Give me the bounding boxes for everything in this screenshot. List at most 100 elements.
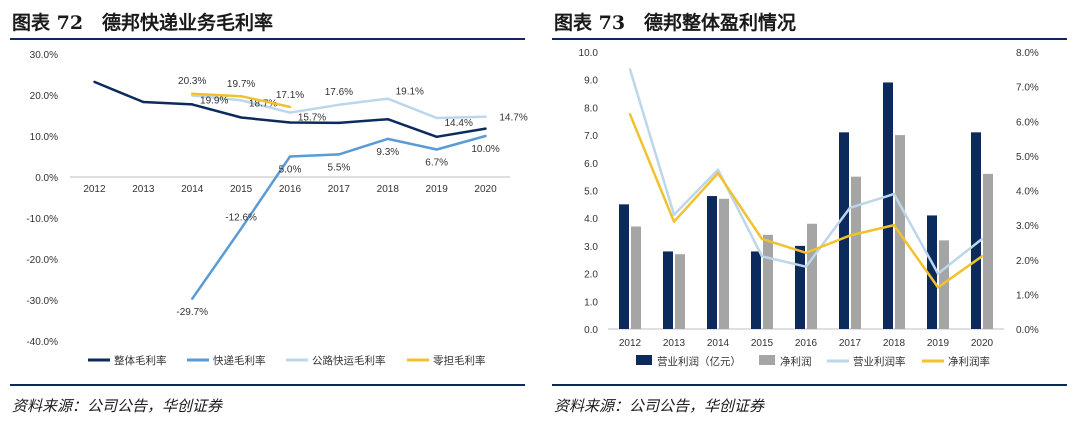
legend-label: 整体毛利率	[114, 354, 167, 367]
data-point	[484, 115, 487, 118]
legend-label: 营业利润率	[853, 355, 906, 368]
y-right-tick-label: 5.0%	[1016, 152, 1039, 163]
bar	[839, 132, 849, 329]
y-left-tick-label: 8.0	[584, 103, 598, 114]
bar	[851, 176, 861, 329]
y-right-tick-label: 3.0%	[1016, 221, 1039, 232]
y-left-tick-label: 3.0	[584, 242, 598, 253]
x-tick-label: 2012	[619, 338, 642, 349]
data-label: 20.3%	[178, 76, 206, 87]
data-point	[239, 116, 243, 119]
legend-label: 公路快运毛利率	[312, 354, 386, 367]
x-tick-label: 2017	[839, 338, 862, 349]
data-point	[892, 192, 896, 196]
bar	[707, 196, 717, 329]
x-tick-label: 2019	[426, 184, 449, 195]
bar	[751, 251, 761, 329]
data-point	[191, 297, 194, 300]
data-point	[239, 95, 243, 98]
data-label: 18.7%	[249, 98, 277, 109]
bar	[927, 215, 937, 329]
data-point	[980, 255, 984, 258]
data-point	[386, 97, 389, 100]
y-left-tick-label: 10.0	[579, 48, 599, 59]
data-point	[288, 155, 292, 158]
data-point	[760, 237, 764, 241]
bar	[631, 226, 641, 329]
data-point	[936, 286, 940, 289]
y-left-tick-label: 7.0	[584, 131, 598, 142]
series-line	[192, 94, 486, 120]
x-tick-label: 2013	[132, 184, 155, 195]
y-tick-label: -30.0%	[26, 296, 58, 307]
legend-label: 净利润率	[948, 355, 990, 368]
x-tick-label: 2014	[707, 338, 730, 349]
data-point	[628, 113, 632, 116]
x-tick-label: 2014	[181, 184, 204, 195]
y-right-tick-label: 8.0%	[1016, 48, 1039, 59]
data-point	[804, 251, 808, 255]
right-source-note: 资料来源：公司公告，华创证券	[554, 397, 765, 415]
legend-swatch	[759, 355, 775, 365]
x-tick-label: 2016	[279, 184, 302, 195]
bar	[795, 245, 805, 329]
left-panel: 图表 72 德邦快递业务毛利率 30.0% 20.0% 10.0% 0.0% -10.0…	[0, 0, 530, 426]
y-tick-label: -10.0%	[26, 214, 58, 225]
x-tick-label: 2018	[377, 184, 400, 195]
right-source-rule	[552, 384, 1067, 386]
data-point	[848, 234, 852, 237]
data-label: 19.7%	[227, 79, 255, 90]
data-point	[435, 148, 438, 151]
bar	[675, 254, 685, 329]
x-tick-label: 2015	[230, 184, 253, 195]
data-point	[288, 105, 292, 109]
data-point	[93, 80, 96, 84]
data-point	[435, 116, 438, 120]
bar	[883, 82, 893, 329]
y-right-tick-label: 7.0%	[1016, 83, 1039, 94]
data-point	[672, 213, 676, 216]
x-tick-label: 2018	[883, 338, 906, 349]
data-point	[628, 68, 632, 71]
y-tick-label: 20.0%	[30, 91, 58, 102]
y-left-tick-label: 2.0	[584, 270, 598, 281]
data-point	[760, 255, 764, 258]
left-source-note: 资料来源：公司公告，华创证券	[12, 397, 223, 415]
data-point	[142, 100, 145, 104]
x-tick-label: 2012	[83, 184, 106, 195]
data-point	[386, 117, 389, 121]
right-title-rule	[552, 38, 1067, 40]
x-tick-label: 2019	[927, 338, 950, 349]
bar	[807, 223, 817, 329]
data-label: -29.7%	[176, 307, 208, 318]
data-point	[337, 103, 341, 107]
legend-label: 零担毛利率	[433, 354, 486, 367]
x-tick-label: 2015	[751, 338, 774, 349]
x-tick-label: 2013	[663, 338, 686, 349]
data-point	[337, 153, 341, 156]
right-panel: 图表 73 德邦整体盈利情况 10.0 9.0 8.0 7.0 6.0 5.0 4.0 3.0…	[540, 0, 1080, 426]
y-left-tick-label: 4.0	[584, 214, 598, 225]
data-point	[337, 121, 341, 125]
data-point	[239, 99, 243, 102]
data-point	[191, 103, 194, 106]
right-figure-title: 图表 73 德邦整体盈利情况	[554, 12, 797, 34]
left-chart: 30.0% 20.0% 10.0% 0.0% -10.0% -20.0% -30.0% -40…	[26, 50, 528, 367]
y-tick-label: 10.0%	[30, 132, 58, 143]
data-label: 5.5%	[327, 162, 350, 173]
y-left-tick-label: 6.0	[584, 159, 598, 170]
left-figure-title: 图表 72 德邦快递业务毛利率	[12, 12, 274, 34]
data-label: 14.4%	[444, 118, 472, 129]
y-tick-label: 30.0%	[30, 50, 58, 61]
data-point	[672, 220, 676, 223]
bar	[983, 173, 993, 329]
x-tick-label: 2017	[328, 184, 351, 195]
y-right-tick-label: 1.0%	[1016, 290, 1039, 301]
data-point	[716, 168, 720, 171]
y-right-tick-label: 0.0%	[1016, 325, 1039, 336]
data-point	[484, 134, 487, 138]
data-label: 17.6%	[325, 87, 353, 98]
data-label: 9.3%	[376, 147, 399, 158]
y-tick-label: 0.0%	[35, 173, 58, 184]
right-chart: 10.0 9.0 8.0 7.0 6.0 5.0 4.0 3.0 2.0 1.0 0.0 8.0% 7.…	[579, 48, 1039, 368]
